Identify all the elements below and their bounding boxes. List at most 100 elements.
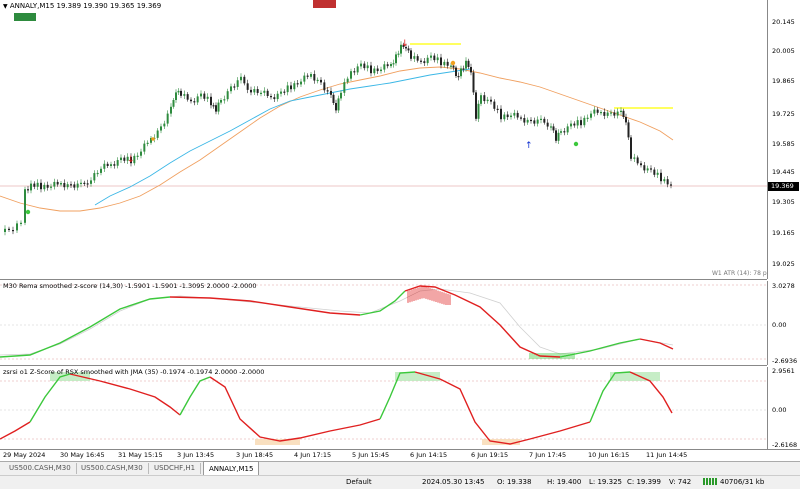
candle-body bbox=[533, 120, 536, 124]
candle-body bbox=[462, 68, 465, 70]
candle-body bbox=[100, 168, 102, 173]
tab-usdchf-h1[interactable]: USDCHF,H1 bbox=[149, 463, 202, 474]
zscore-tick: 0.00 bbox=[772, 321, 787, 329]
candle-body bbox=[310, 74, 312, 77]
tab-annaly-m15[interactable]: ANNALY,M15 bbox=[203, 461, 260, 475]
candle-body bbox=[397, 53, 400, 55]
rsx-zscore-axis[interactable] bbox=[767, 367, 800, 449]
candle-body bbox=[620, 110, 622, 112]
candle-body bbox=[523, 118, 526, 123]
rsx-tick: 2.9561 bbox=[772, 367, 795, 375]
zscore-signal-line bbox=[0, 288, 674, 356]
candle-body bbox=[405, 47, 407, 49]
candle-body bbox=[407, 48, 410, 51]
signal-dot-marker bbox=[151, 137, 155, 141]
candle-body bbox=[566, 126, 569, 133]
candle-body bbox=[113, 164, 116, 166]
candle-body bbox=[546, 122, 549, 127]
candle-body bbox=[30, 183, 32, 191]
candle-body bbox=[560, 131, 562, 133]
zscore-tick: 3.0278 bbox=[772, 282, 795, 290]
candle-body bbox=[350, 71, 352, 79]
candle-body bbox=[36, 182, 39, 187]
alert-badge bbox=[313, 0, 336, 8]
candle-body bbox=[630, 137, 632, 159]
candle-body bbox=[606, 112, 609, 116]
price-chart[interactable]: ↓ ↓ ↑ bbox=[0, 0, 767, 279]
candle-body bbox=[625, 117, 627, 123]
candle-body bbox=[436, 57, 439, 61]
zscore-chart[interactable] bbox=[0, 281, 767, 365]
candle-body bbox=[526, 119, 529, 123]
candle-body bbox=[323, 82, 326, 91]
chevron-down-icon[interactable]: ▼ bbox=[3, 3, 8, 10]
candle-body bbox=[376, 68, 379, 72]
time-tick: 11 Jun 14:45 bbox=[646, 451, 688, 459]
zscore-indicator-panel[interactable]: M30 Rema smoothed z-score (14,30) -1.590… bbox=[0, 281, 767, 366]
zscore-axis[interactable] bbox=[767, 281, 800, 365]
candle-body bbox=[643, 165, 646, 171]
tab-us500-cash-m30-2[interactable]: US500.CASH,M30 bbox=[76, 463, 149, 474]
slow-ma-line bbox=[0, 66, 674, 212]
candle-body bbox=[603, 112, 606, 116]
candle-body bbox=[343, 82, 346, 93]
status-open: O: 19.338 bbox=[497, 478, 532, 486]
candle-body bbox=[552, 126, 555, 131]
atr-note: W1 ATR (14): 78 pips bbox=[712, 270, 776, 277]
time-tick: 3 Jun 13:45 bbox=[177, 451, 215, 459]
candle-body bbox=[573, 123, 576, 126]
candle-body bbox=[53, 181, 56, 187]
candle-body bbox=[513, 112, 516, 116]
profile-name[interactable]: Default bbox=[346, 478, 372, 486]
traffic-stats: 40706/31 kb bbox=[720, 478, 765, 486]
candle-body bbox=[236, 80, 239, 87]
candle-body bbox=[266, 90, 269, 96]
candle-body bbox=[126, 156, 129, 161]
tab-us500-cash-m30[interactable]: US500.CASH,M30 bbox=[4, 463, 77, 474]
candle-body bbox=[386, 64, 389, 67]
price-axis[interactable] bbox=[767, 0, 800, 279]
candle-body bbox=[240, 76, 242, 81]
candle-body bbox=[326, 90, 329, 92]
candle-body bbox=[490, 99, 492, 102]
candle-body bbox=[670, 184, 672, 186]
time-tick: 29 May 2024 bbox=[3, 451, 46, 459]
rsx-zscore-indicator-panel[interactable]: zsrsi o1 Z-Score of RSX smoothed with JM… bbox=[0, 367, 767, 449]
candle-body bbox=[300, 81, 302, 85]
rsx-zscore-title: zsrsi o1 Z-Score of RSX smoothed with JM… bbox=[3, 368, 265, 376]
status-volume: V: 742 bbox=[669, 478, 692, 486]
candle-body bbox=[500, 108, 502, 120]
main-chart-panel[interactable]: ↓ ↓ ↑ ▼ ANNALY,M15 19.389 19.390 19.365 … bbox=[0, 0, 775, 280]
rsx-zscore-chart[interactable] bbox=[0, 367, 767, 449]
candle-body bbox=[133, 155, 136, 164]
chart-tab-bar bbox=[0, 461, 800, 476]
zscore-histogram bbox=[407, 286, 575, 359]
rsx-tick: 0.00 bbox=[772, 406, 787, 414]
candle-body bbox=[320, 79, 322, 83]
candle-body bbox=[183, 94, 186, 96]
candle-body bbox=[210, 96, 212, 106]
candle-body bbox=[666, 179, 669, 185]
candle-body bbox=[570, 123, 572, 127]
zscore-line-up bbox=[0, 296, 171, 358]
candle-body bbox=[373, 68, 376, 74]
candle-body bbox=[226, 91, 229, 100]
time-axis[interactable] bbox=[0, 449, 800, 462]
candle-body bbox=[656, 172, 659, 175]
candle-body bbox=[215, 105, 217, 112]
candle-body bbox=[576, 120, 579, 126]
candle-body bbox=[650, 168, 652, 170]
candle-body bbox=[273, 97, 276, 100]
candle-body bbox=[283, 91, 286, 93]
candle-body bbox=[457, 76, 460, 78]
candle-body bbox=[520, 117, 522, 119]
candle-body bbox=[337, 98, 340, 111]
candle-body bbox=[536, 119, 539, 124]
candle-body bbox=[76, 183, 79, 188]
candle-body bbox=[413, 56, 416, 59]
candle-body bbox=[303, 75, 306, 82]
candle-body bbox=[486, 99, 489, 102]
candle-body bbox=[360, 63, 362, 67]
candle-body bbox=[200, 93, 202, 97]
candle-body bbox=[510, 115, 512, 118]
